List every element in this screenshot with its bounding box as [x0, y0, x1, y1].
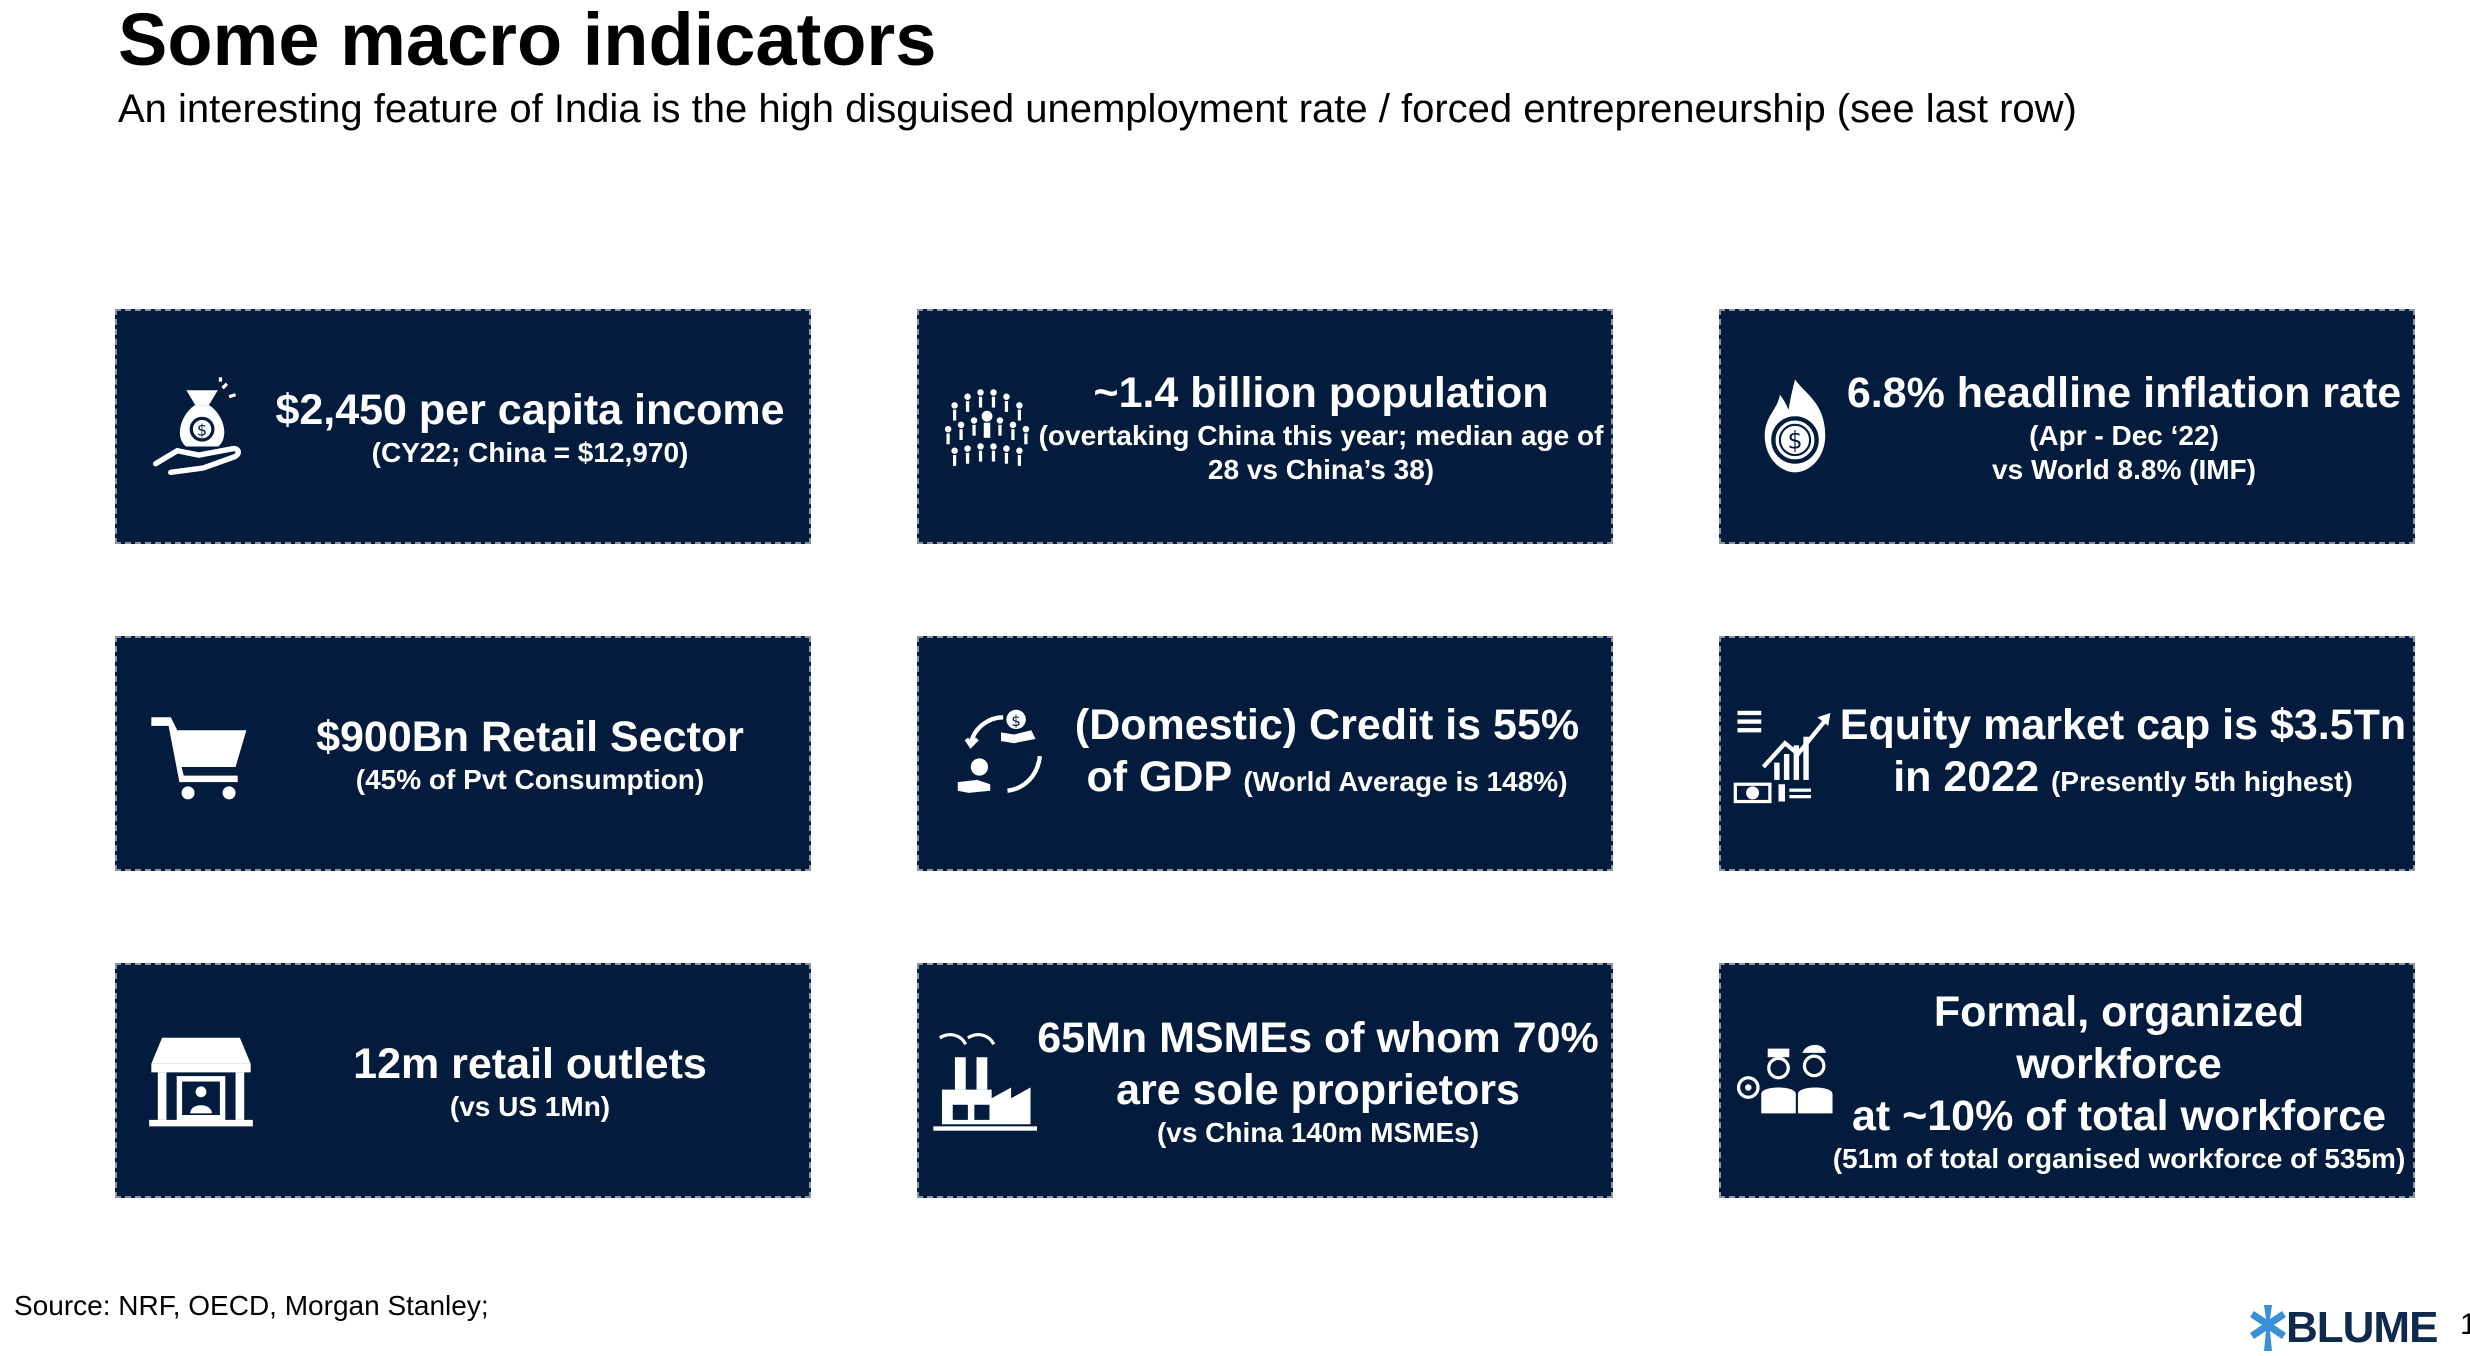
page-number: 1 — [2460, 1308, 2470, 1341]
market-growth-icon — [1731, 700, 1839, 808]
svg-text:$: $ — [1011, 711, 1021, 729]
card-subtext: (overtaking China this year; median age … — [1038, 419, 1604, 451]
card-headline: 65Mn MSMEs of whom 70% — [1037, 1013, 1599, 1062]
svg-text:$: $ — [197, 420, 207, 439]
card-headline: 6.8% headline inflation rate — [1846, 368, 2402, 417]
card-subtext-line2: 28 vs China’s 38) — [1207, 453, 1435, 485]
credit-exchange-icon: $ — [947, 700, 1055, 808]
factory-icon — [929, 1027, 1037, 1135]
card-retail-outlets: 12m retail outlets (vs US 1Mn) — [115, 963, 811, 1198]
card-formal-workforce: Formal, organized workforce at ~10% of t… — [1719, 963, 2415, 1198]
population-crowd-icon — [933, 373, 1041, 481]
card-headline-line2: in 2022 (Presently 5th highest) — [1893, 751, 2353, 808]
card-headline: $2,450 per capita income — [275, 385, 785, 434]
page-subtitle: An interesting feature of India is the h… — [118, 87, 2077, 131]
blume-logo-text: BLUME — [2286, 1303, 2438, 1352]
card-subtext: (51m of total organised workforce of 535… — [1832, 1142, 2406, 1174]
storefront-icon — [147, 1027, 255, 1135]
card-headline: Equity market cap is $3.5Tn — [1839, 701, 2407, 749]
svg-text:$: $ — [1787, 426, 1802, 454]
page-title: Some macro indicators — [118, 0, 937, 81]
card-inflation: $ 6.8% headline inflation rate (Apr - De… — [1719, 309, 2415, 544]
card-subtext: (vs China 140m MSMEs) — [1156, 1116, 1480, 1148]
card-headline-part: in 2022 — [1893, 753, 2040, 801]
card-msmes: 65Mn MSMEs of whom 70% are sole propriet… — [917, 963, 1613, 1198]
blume-logo-mark-icon — [2250, 1305, 2286, 1351]
card-subtext: (Apr - Dec ‘22) — [2029, 419, 2219, 451]
workforce-icon — [1731, 1027, 1839, 1135]
card-headline: 12m retail outlets — [353, 1039, 707, 1088]
shopping-cart-icon — [147, 700, 255, 808]
card-inline-subtext: (World Average is 148%) — [1243, 766, 1568, 797]
burning-dollar-icon: $ — [1741, 373, 1849, 481]
blume-logo: BLUME — [2250, 1300, 2438, 1356]
card-equity-market-cap: Equity market cap is $3.5Tn in 2022 (Pre… — [1719, 636, 2415, 871]
card-retail-sector: $900Bn Retail Sector (45% of Pvt Consump… — [115, 636, 811, 871]
source-note: Source: NRF, OECD, Morgan Stanley; — [14, 1290, 489, 1321]
card-headline-line2: of GDP (World Average is 148%) — [1086, 751, 1567, 808]
card-subtext: (45% of Pvt Consumption) — [355, 763, 705, 795]
card-per-capita-income: $ $2,450 per capita income (CY22; China … — [115, 309, 811, 544]
card-headline: (Domestic) Credit is 55% — [1074, 701, 1580, 749]
money-bag-hand-icon: $ — [147, 373, 255, 481]
card-headline: ~1.4 billion population — [1093, 368, 1549, 417]
card-headline-line2: are sole proprietors — [1116, 1065, 1520, 1114]
card-inline-subtext: (Presently 5th highest) — [2050, 766, 2353, 797]
card-headline: $900Bn Retail Sector — [316, 712, 744, 761]
card-subtext: (CY22; China = $12,970) — [371, 436, 689, 468]
card-headline-part: of GDP — [1086, 753, 1232, 801]
card-subtext: (vs US 1Mn) — [449, 1090, 611, 1122]
card-headline-line2: at ~10% of total workforce — [1851, 1091, 2387, 1140]
card-domestic-credit: $ (Domestic) Credit is 55% of GDP (World… — [917, 636, 1613, 871]
card-subtext-line2: vs World 8.8% (IMF) — [1992, 453, 2256, 485]
card-population: ~1.4 billion population (overtaking Chin… — [917, 309, 1613, 544]
card-headline: Formal, organized workforce — [1933, 987, 2305, 1088]
